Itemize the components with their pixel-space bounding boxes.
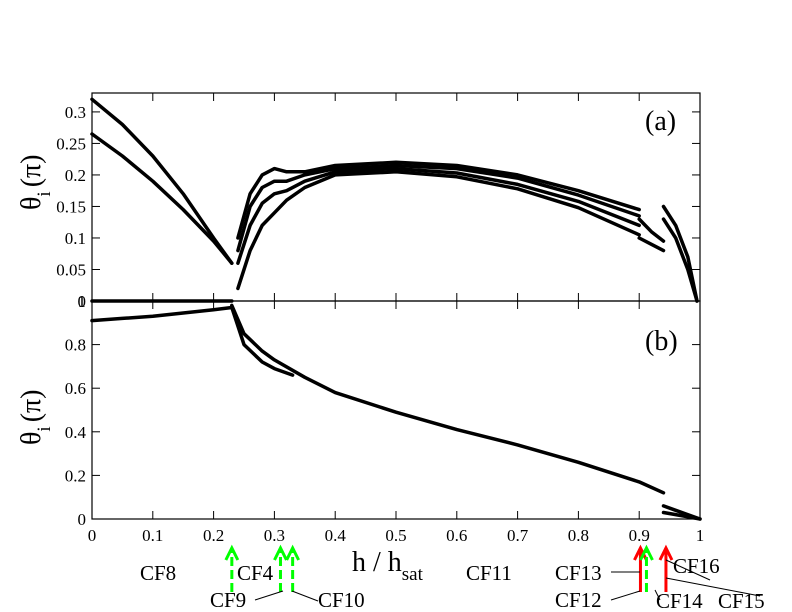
- y-tick-label-b: 1: [78, 292, 87, 311]
- phase-label-cf13: CF13: [555, 561, 602, 585]
- transition-arrows: [224, 544, 674, 592]
- panel-a-frame: [91, 92, 701, 302]
- series-a-4: [236, 166, 641, 265]
- series-b-1: [90, 305, 234, 323]
- pointer-cf12: [610, 590, 641, 601]
- transition-arrow-head-2: [285, 544, 300, 561]
- x-axis-label: h / hsat: [352, 547, 424, 585]
- transition-arrow-head-0: [224, 544, 240, 561]
- series-b-5: [661, 510, 702, 521]
- panel-a-ticks: 0 0.05 0.1 0.15 0.2 0.25 0.3: [56, 93, 701, 311]
- phase-label-cf9: CF9: [210, 588, 246, 612]
- panel-a-ylabel: θi(π): [16, 155, 55, 211]
- x-tick-label: 0.3: [264, 526, 285, 545]
- y-tick-label-b: 0.6: [65, 379, 86, 398]
- series-a-9: [661, 217, 699, 303]
- y-tick-label-a: 0.2: [65, 166, 86, 185]
- pointer-cf14: [654, 589, 661, 601]
- x-tick-label: 0.8: [568, 526, 589, 545]
- series-a-2: [236, 160, 641, 240]
- phase-label-cf4: CF4: [237, 561, 274, 585]
- x-tick-label: 0.5: [385, 526, 406, 545]
- y-tick-label-b: 0: [78, 510, 87, 529]
- y-tick-label-b: 0.8: [65, 336, 86, 355]
- x-tick-label: 0.1: [142, 526, 163, 545]
- panel-b-ylabel: θi(π): [16, 390, 55, 446]
- transition-arrow-head-1: [273, 544, 288, 561]
- y-tick-label-a: 0.3: [65, 103, 86, 122]
- y-tick-label-a: 0: [78, 292, 87, 311]
- panel-b-data: [90, 299, 702, 521]
- panel-a-data: [90, 97, 699, 303]
- panel-b-frame: [91, 300, 701, 520]
- series-a-8: [661, 204, 699, 303]
- pointer-cf9: [254, 590, 284, 601]
- x-tick-label: 0: [88, 526, 97, 545]
- y-tick-label-b: 0.4: [65, 423, 87, 442]
- phase-label-cf14: CF14: [656, 589, 703, 612]
- label-pointers: [254, 559, 761, 602]
- transition-arrow-head-3: [633, 544, 648, 561]
- phase-label-cf12: CF12: [555, 588, 602, 612]
- x-tick-label: 1: [696, 526, 705, 545]
- series-b-3: [230, 305, 295, 377]
- x-tick-label: 0.4: [325, 526, 347, 545]
- pointer-cf15: [665, 577, 761, 597]
- series-a-1: [90, 132, 234, 265]
- series-b-2: [230, 303, 666, 495]
- panel-b-label: (b): [645, 326, 678, 357]
- y-tick-label-a: 0.15: [56, 197, 86, 216]
- x-tick-label: 0.6: [446, 526, 467, 545]
- phase-label-cf8: CF8: [140, 561, 176, 585]
- pointer-cf16: [665, 559, 711, 581]
- transition-arrow-head-3: [639, 544, 654, 561]
- panel-b-ticks: 00.20.40.60.810 0.1 0.2 0.3 0.4 0.5 0.6 0.7 0.8 0…: [65, 292, 705, 545]
- phase-label-cf11: CF11: [466, 561, 512, 585]
- transition-arrow-head-4: [658, 544, 674, 561]
- series-a-5: [236, 170, 641, 291]
- x-tick-label: 0.2: [203, 526, 224, 545]
- series-a-6: [637, 217, 666, 243]
- phase-label-cf10: CF10: [318, 588, 365, 612]
- x-tick-label: 0.9: [629, 526, 650, 545]
- y-tick-label-a: 0.05: [56, 260, 86, 279]
- y-tick-label-a: 0.25: [56, 134, 86, 153]
- y-tick-label-b: 0.2: [65, 466, 86, 485]
- series-a-7: [637, 236, 666, 253]
- x-tick-label: 0.7: [507, 526, 529, 545]
- panel-a-label: (a): [645, 106, 676, 137]
- series-a-3: [236, 163, 641, 253]
- pointer-cf10: [291, 590, 319, 602]
- y-tick-label-a: 0.1: [65, 229, 86, 248]
